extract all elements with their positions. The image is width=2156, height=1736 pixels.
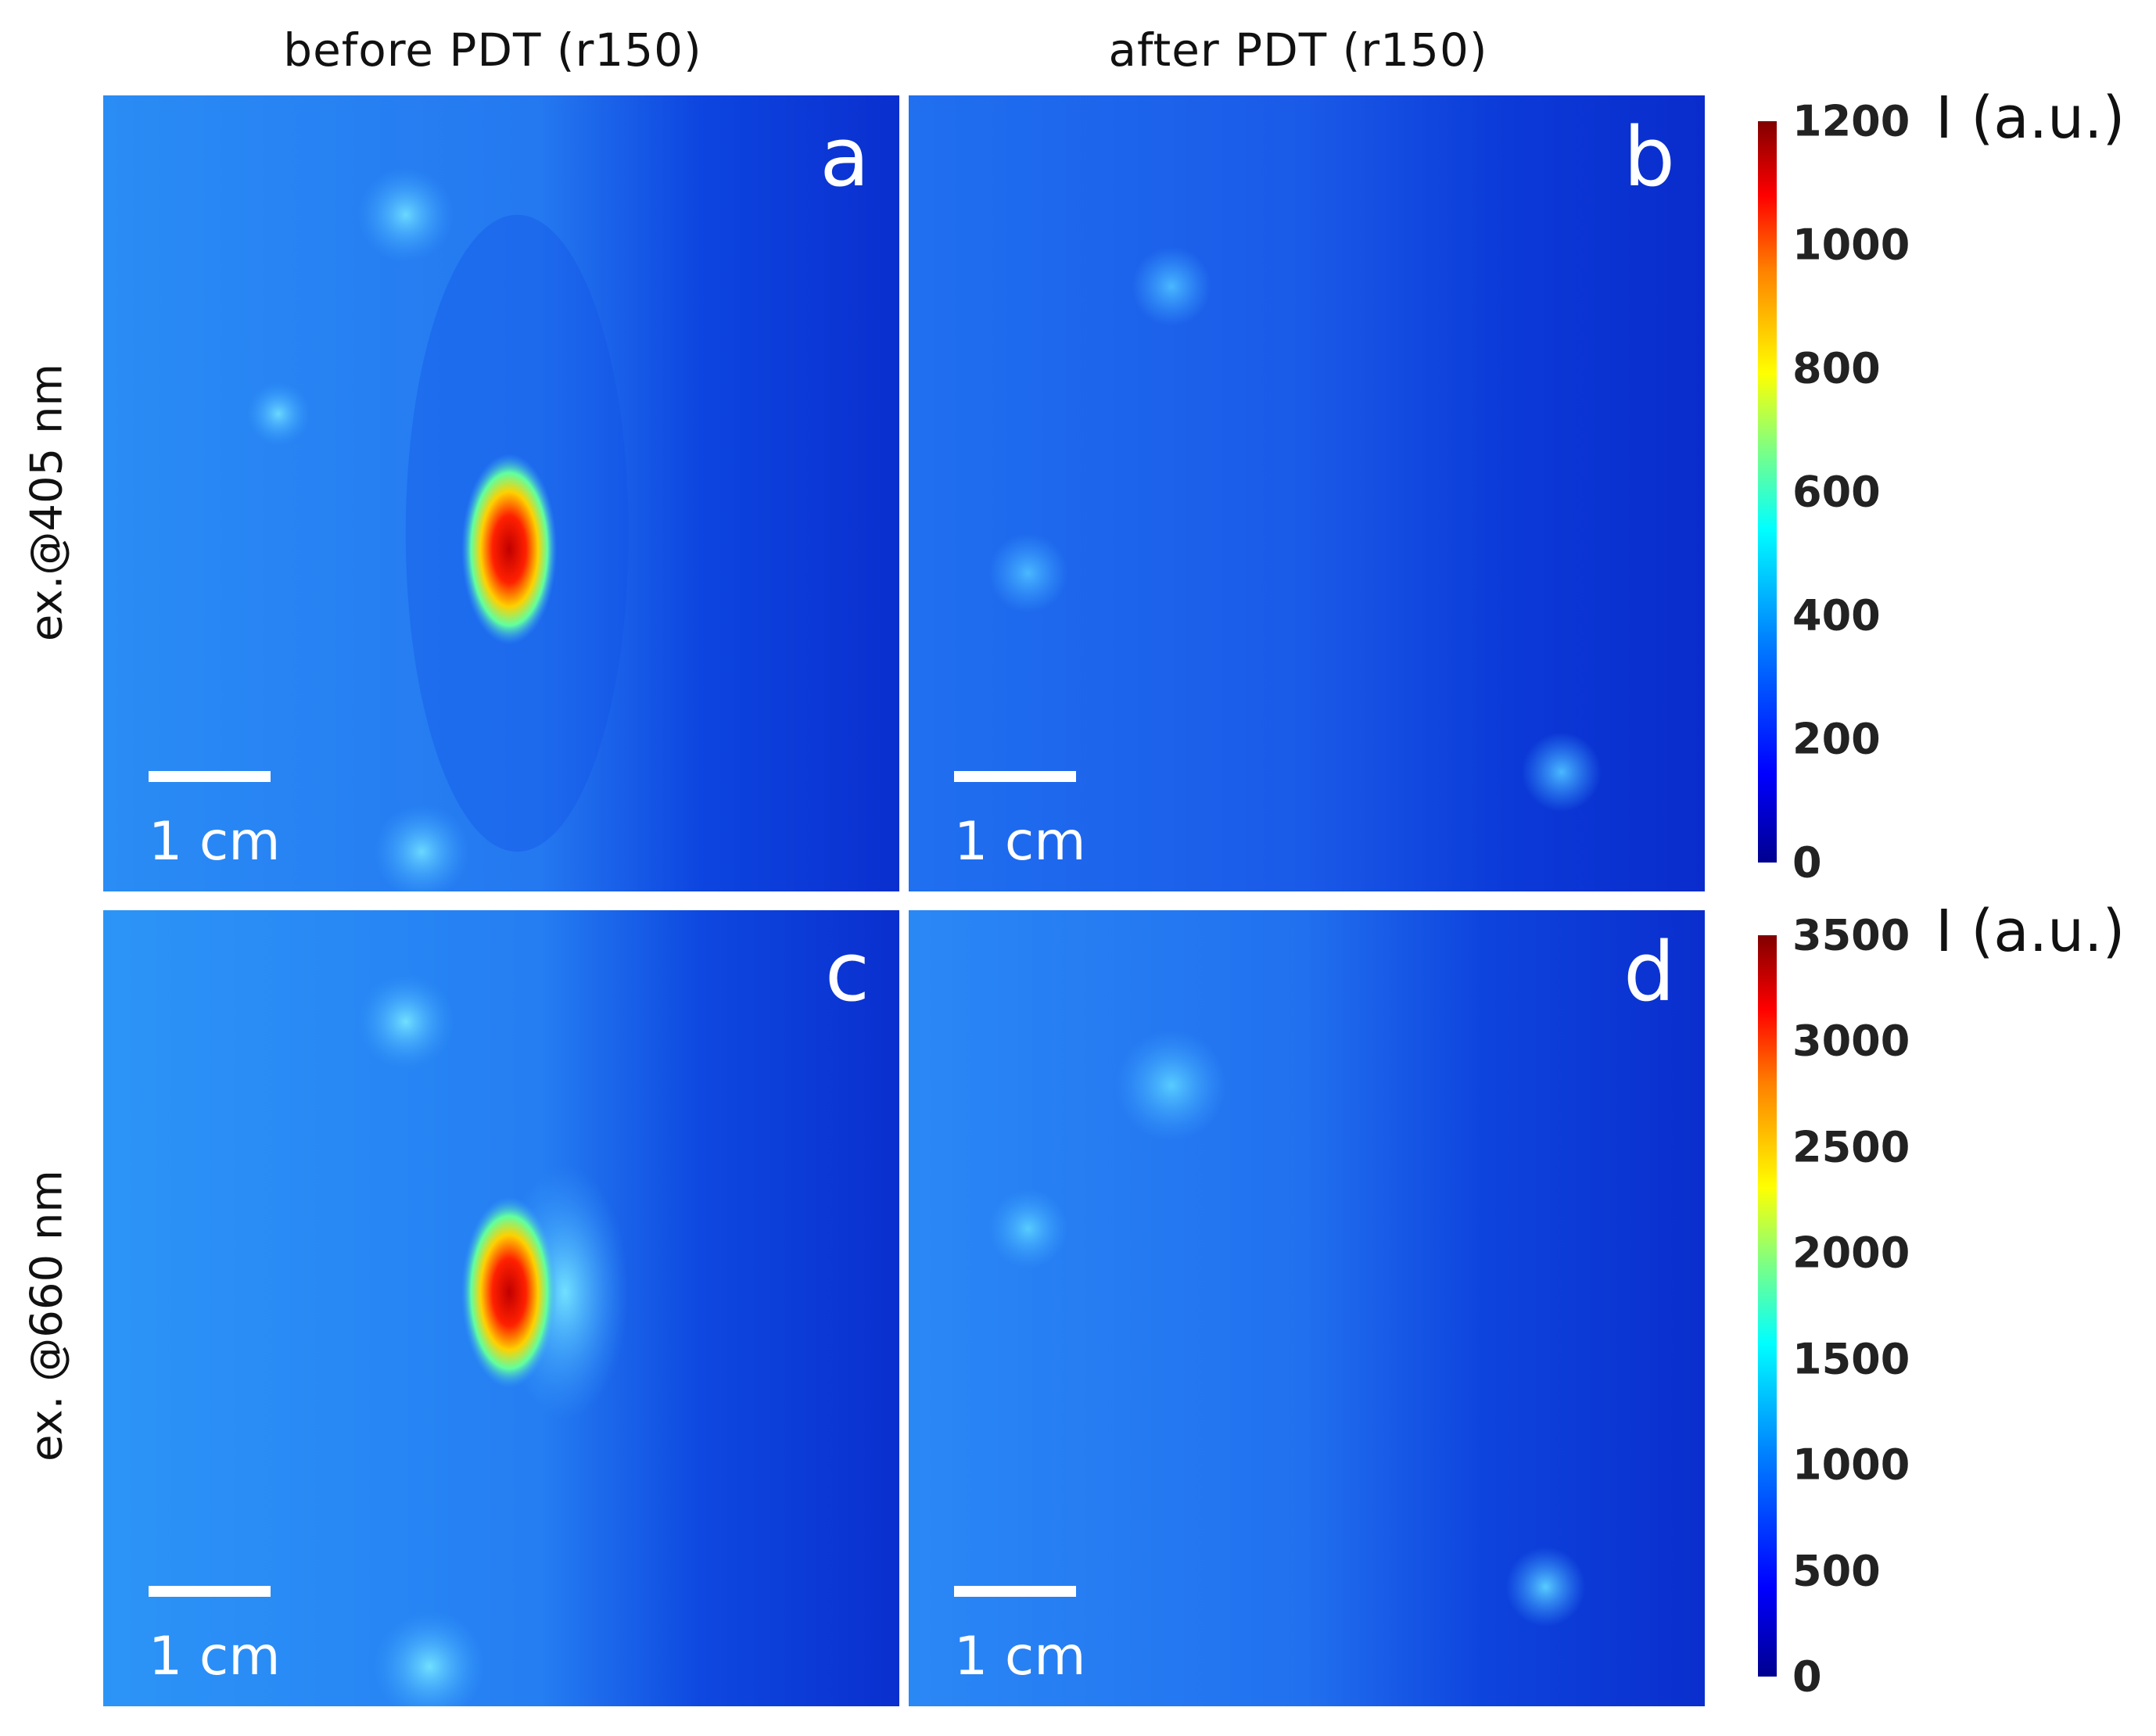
panel-letter: a <box>820 109 870 205</box>
colorbar-tick: 0 <box>1792 838 1822 888</box>
colorbar-gradient <box>1758 935 1777 1677</box>
scale-bar-label: 1 cm <box>149 1626 281 1688</box>
colorbar-tick: 0 <box>1792 1652 1822 1702</box>
panel-a: a 1 cm <box>103 95 899 891</box>
column-title-before: before PDT (r150) <box>283 23 702 77</box>
panel-c: c 1 cm <box>103 910 899 1706</box>
panel-d: d 1 cm <box>909 910 1705 1706</box>
fluorescence-image-c <box>103 910 899 1706</box>
fluorescence-image-a <box>103 95 899 891</box>
scale-bar <box>149 771 271 782</box>
row-label-405: ex.@405 nm <box>21 363 73 642</box>
colorbar-gradient <box>1758 121 1777 863</box>
colorbar-tick: 500 <box>1792 1546 1881 1596</box>
scale-bar-label: 1 cm <box>149 811 281 873</box>
scale-bar <box>954 771 1076 782</box>
colorbar-tick: 600 <box>1792 467 1881 517</box>
column-title-after: after PDT (r150) <box>1108 23 1488 77</box>
scale-bar <box>149 1586 271 1597</box>
colorbar-tick: 200 <box>1792 714 1881 764</box>
colorbar-tick: 400 <box>1792 590 1881 640</box>
colorbar-tick: 1000 <box>1792 1440 1910 1490</box>
colorbar-top: 1200 1000 800 600 400 200 0 <box>1758 97 1910 888</box>
panel-b: b 1 cm <box>909 95 1705 891</box>
scale-bar-label: 1 cm <box>954 1626 1086 1688</box>
panel-letter: c <box>824 924 870 1020</box>
colorbar-unit-label: I (a.u.) <box>1935 84 2126 152</box>
colorbar-tick: 1000 <box>1792 220 1910 270</box>
panel-letter: d <box>1623 924 1675 1020</box>
colorbar-tick: 2500 <box>1792 1122 1910 1172</box>
panel-letter: b <box>1623 109 1675 205</box>
colorbar-tick: 3500 <box>1792 910 1910 960</box>
fluorescence-image-b <box>909 95 1705 891</box>
colorbar-tick: 3000 <box>1792 1016 1910 1066</box>
colorbar-tick: 1500 <box>1792 1334 1910 1384</box>
scale-bar-label: 1 cm <box>954 811 1086 873</box>
colorbar-bottom: 3500 3000 2500 2000 1500 1000 500 0 <box>1758 911 1910 1702</box>
fluorescence-image-d <box>909 910 1705 1706</box>
colorbar-tick: 1200 <box>1792 96 1910 146</box>
colorbar-unit-label: I (a.u.) <box>1935 898 2126 965</box>
row-label-660: ex. @660 nm <box>21 1170 73 1462</box>
scale-bar <box>954 1586 1076 1597</box>
colorbar-tick: 800 <box>1792 343 1881 393</box>
colorbar-tick: 2000 <box>1792 1228 1910 1278</box>
